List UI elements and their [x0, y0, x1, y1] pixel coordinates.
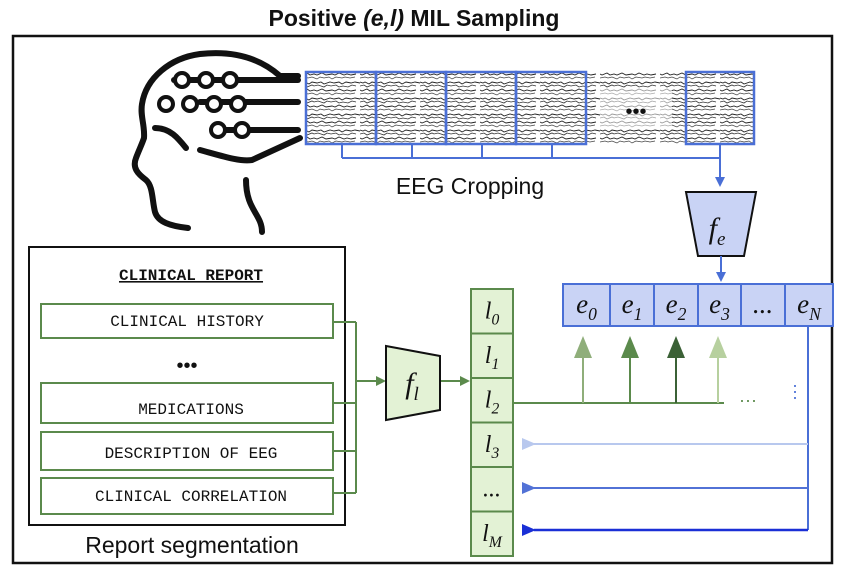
- text-embedding-5-subscript: M: [488, 534, 503, 551]
- text-embedding-2-symbol: l: [485, 387, 492, 413]
- eeg-crop-gap: [600, 88, 672, 128]
- report-section-medications: MEDICATIONS: [40, 382, 334, 424]
- text-embedding-0-subscript: 0: [491, 311, 499, 328]
- report-section-label: CLINICAL CORRELATION: [95, 488, 287, 506]
- svg-text:e0: e0: [576, 289, 597, 324]
- eeg-embedding-3: e3: [697, 283, 742, 327]
- text-embedding-4-symbol: ...: [483, 476, 501, 502]
- circuit-nodes: [157, 71, 251, 139]
- report-section-description-of-eeg: DESCRIPTION OF EEG: [40, 431, 334, 471]
- svg-text:eN: eN: [797, 289, 822, 324]
- eeg-embedding-4: ...: [740, 283, 786, 327]
- text-embedding-0: l0: [470, 288, 514, 335]
- crop-bracket: [341, 144, 725, 187]
- eeg-embedding-2-symbol: e: [666, 289, 678, 319]
- figure-title: Positive (e,l) MIL Sampling: [269, 5, 560, 31]
- text-embedding-1-symbol: l: [485, 343, 492, 369]
- text-encoder: fl: [385, 344, 441, 422]
- human-head-brain-circuit-icon: [131, 50, 303, 235]
- eeg-embedding-1-subscript: 1: [634, 304, 643, 324]
- report-ellipsis: •••: [176, 355, 197, 377]
- text-embedding-4: ...: [470, 466, 514, 513]
- eeg-embedding-0-symbol: e: [576, 289, 588, 319]
- eeg-embedding-5-subscript: N: [808, 304, 822, 324]
- return-lines: [522, 326, 809, 536]
- svg-text:l1: l1: [485, 343, 499, 373]
- title-suffix: MIL Sampling: [404, 5, 559, 31]
- svg-text:e2: e2: [666, 289, 687, 324]
- text-embedding-3-symbol: l: [485, 432, 492, 458]
- segments-connector: [333, 321, 386, 494]
- eeg-embedding-0: e0: [562, 283, 611, 327]
- eeg-cropping-label: EEG Cropping: [396, 173, 544, 199]
- svg-text:lM: lM: [482, 521, 503, 551]
- eeg-embedding-3-subscript: 3: [720, 304, 730, 324]
- eeg-embedding-1: e1: [609, 283, 655, 327]
- report-section-clinical-history: CLINICAL HISTORY: [40, 303, 334, 339]
- eeg-embedding-3-symbol: e: [709, 289, 721, 319]
- text-encoder-subscript: l: [414, 384, 419, 405]
- report-segmentation-caption: Report segmentation: [85, 532, 299, 558]
- title-italic: (e,l): [363, 5, 404, 31]
- text-embedding-1: l1: [470, 332, 514, 379]
- svg-text:e3: e3: [709, 289, 730, 324]
- horizontal-ellipsis: ···: [739, 390, 757, 410]
- svg-text:l0: l0: [485, 298, 500, 328]
- eeg-embedding-row: e0 e1 e2 e3... eN: [562, 283, 834, 327]
- text-embedding-2: l2: [470, 377, 514, 424]
- eeg-embedding-5: eN: [784, 283, 834, 327]
- clinical-report: CLINICAL REPORT CLINICAL HISTORY ••• MED…: [28, 246, 346, 526]
- text-embedding-3-subscript: 3: [490, 445, 499, 462]
- svg-text:l2: l2: [485, 387, 500, 417]
- report-section-label: DESCRIPTION OF EEG: [105, 445, 278, 463]
- report-title: CLINICAL REPORT: [119, 267, 263, 285]
- vertical-ellipsis: ···: [786, 383, 806, 401]
- eeg-embedding-2-subscript: 2: [678, 304, 687, 324]
- eeg-embedding-1-symbol: e: [622, 289, 634, 319]
- eeg-embedding-4-symbol: ...: [753, 289, 773, 319]
- eeg-signal-strip: •••: [304, 70, 756, 146]
- eeg-ellipsis: •••: [625, 101, 646, 123]
- text-embedding-1-subscript: 1: [491, 356, 499, 373]
- report-section-clinical-correlation: CLINICAL CORRELATION: [40, 477, 334, 515]
- svg-text:l3: l3: [485, 432, 500, 462]
- report-section-label: MEDICATIONS: [138, 401, 244, 419]
- report-section-label: CLINICAL HISTORY: [110, 313, 264, 331]
- eeg-encoder-subscript: e: [717, 229, 725, 250]
- title-prefix: Positive: [269, 5, 364, 31]
- text-embedding-0-symbol: l: [485, 298, 492, 324]
- text-embedding-3: l3: [470, 421, 514, 468]
- eeg-embedding-5-symbol: e: [797, 289, 809, 319]
- up-arrows: [574, 336, 727, 403]
- eeg-embedding-2: e2: [653, 283, 699, 327]
- eeg-encoder: fe: [684, 191, 758, 257]
- text-embedding-5-symbol: l: [482, 521, 489, 547]
- eeg-embedding-0-subscript: 0: [588, 304, 597, 324]
- text-embedding-2-subscript: 2: [491, 400, 499, 417]
- svg-text:e1: e1: [622, 289, 643, 324]
- text-embedding-5: lM: [470, 510, 514, 557]
- svg-text:...: ...: [753, 289, 773, 319]
- svg-text:...: ...: [483, 476, 501, 502]
